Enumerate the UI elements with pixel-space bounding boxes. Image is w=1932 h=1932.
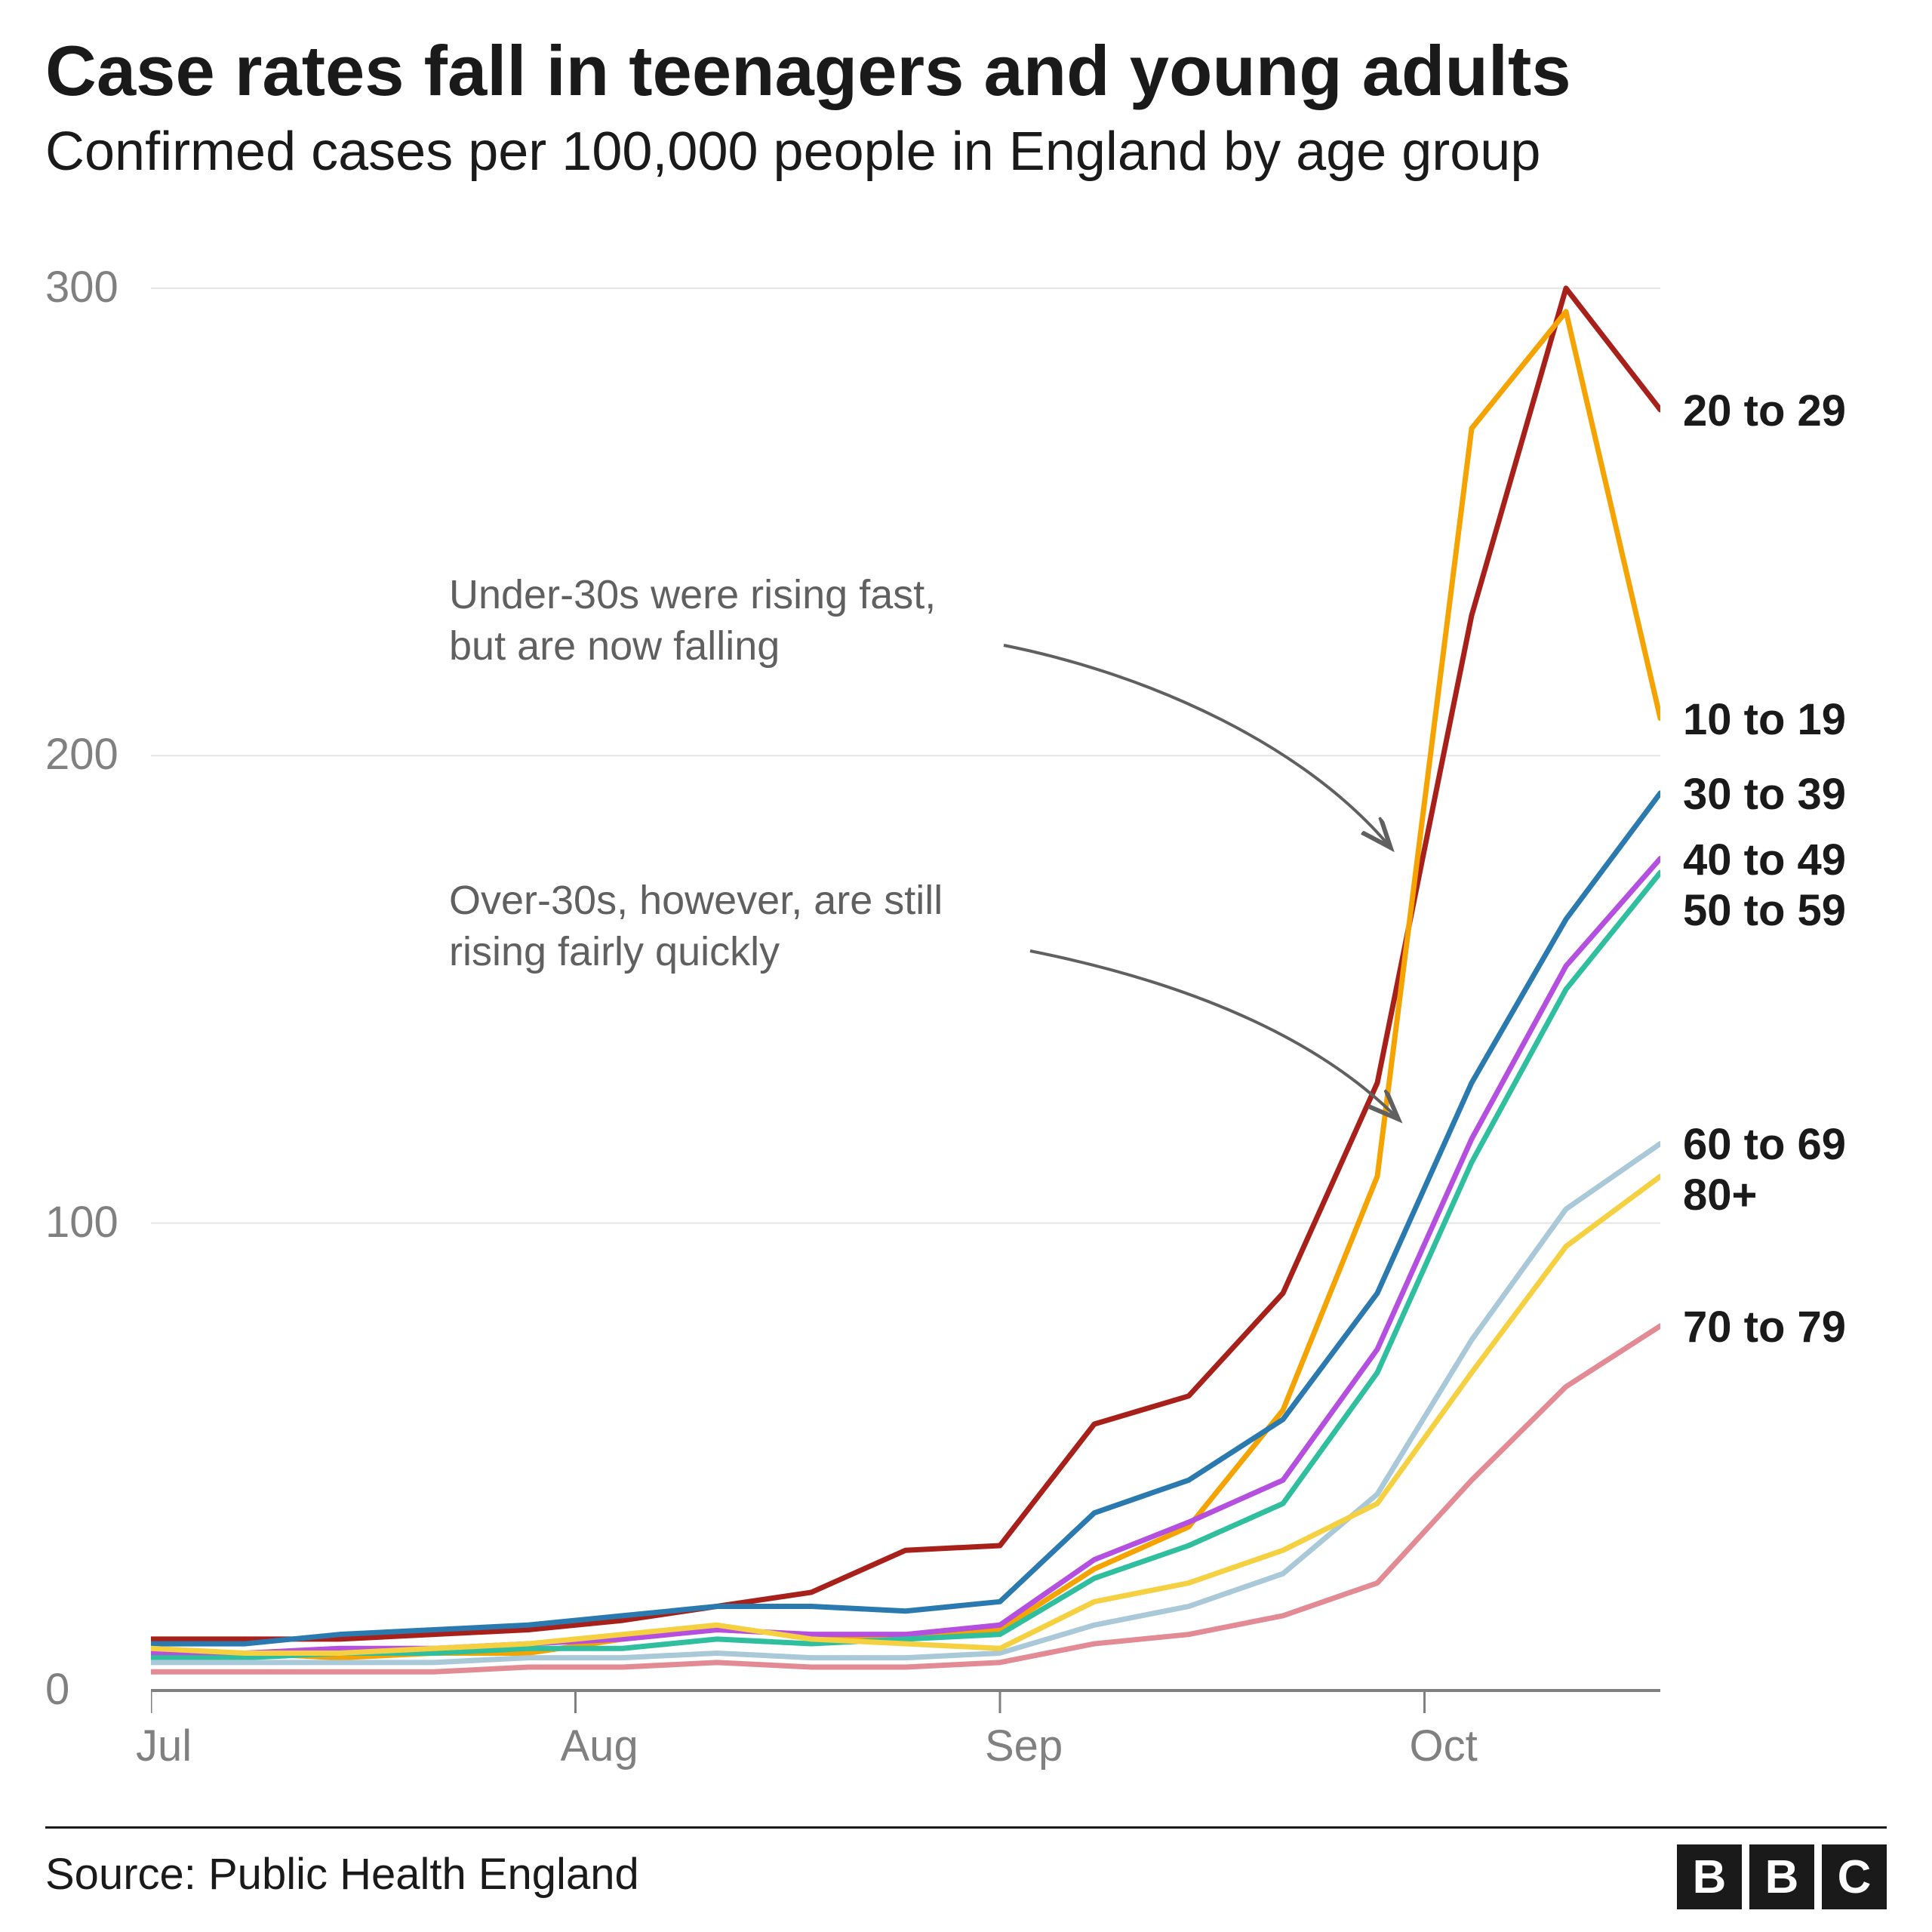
series-70-to-79 [151, 1326, 1660, 1672]
y-tick-label: 200 [45, 729, 118, 780]
series-label: 70 to 79 [1683, 1302, 1846, 1352]
x-tick-label: Sep [985, 1721, 1063, 1771]
chart-title: Case rates fall in teenagers and young a… [45, 30, 1571, 112]
y-tick-label: 300 [45, 262, 118, 312]
bbc-logo: B B C [1677, 1844, 1887, 1909]
chart-subtitle: Confirmed cases per 100,000 people in En… [45, 121, 1540, 183]
x-tick-label: Oct [1410, 1721, 1478, 1771]
series-label: 40 to 49 [1683, 835, 1846, 885]
anno-under30: Under-30s were rising fast,but are now f… [449, 570, 936, 672]
series-label: 60 to 69 [1683, 1119, 1846, 1170]
bbc-b2: B [1749, 1844, 1814, 1909]
series-50-to-59 [151, 872, 1660, 1658]
series-label: 80+ [1683, 1170, 1757, 1220]
x-tick-label: Jul [136, 1721, 192, 1771]
anno-over30-arrow [1030, 951, 1396, 1117]
bbc-b1: B [1677, 1844, 1742, 1909]
anno-under30-arrow [1004, 645, 1389, 845]
series-label: 10 to 19 [1683, 694, 1846, 745]
series-40-to-49 [151, 859, 1660, 1654]
series-label: 20 to 29 [1683, 386, 1846, 436]
line-chart [151, 226, 1660, 1781]
footer-divider [45, 1826, 1887, 1829]
x-tick-label: Aug [561, 1721, 638, 1771]
y-tick-label: 0 [45, 1664, 69, 1715]
source-text: Source: Public Health England [45, 1849, 639, 1900]
series-label: 50 to 59 [1683, 885, 1846, 936]
bbc-c: C [1822, 1844, 1887, 1909]
series-label: 30 to 39 [1683, 769, 1846, 820]
series-10-to-19 [151, 312, 1660, 1658]
anno-over30: Over-30s, however, are stillrising fairl… [449, 875, 943, 977]
chart-container: Case rates fall in teenagers and young a… [0, 0, 1932, 1932]
y-tick-label: 100 [45, 1197, 118, 1247]
